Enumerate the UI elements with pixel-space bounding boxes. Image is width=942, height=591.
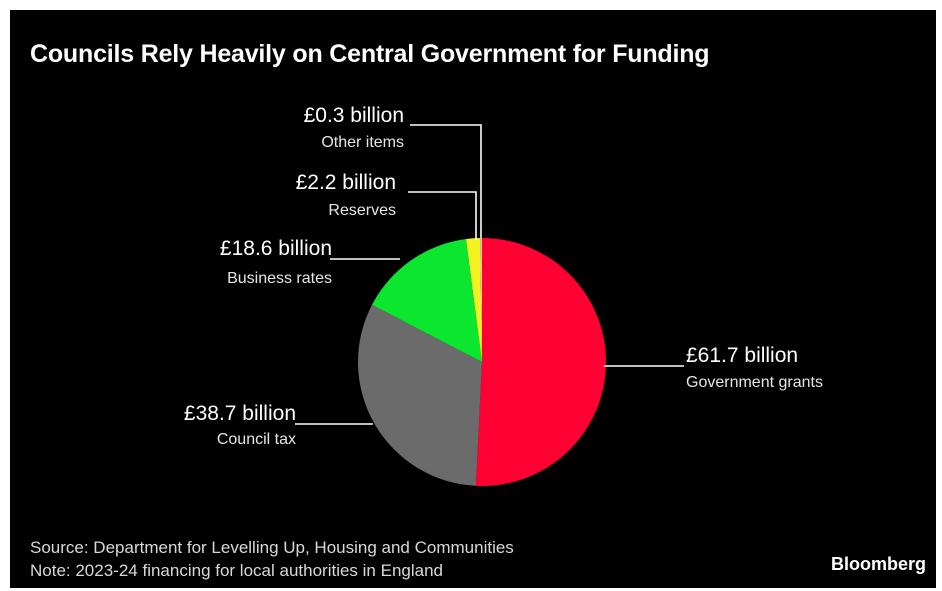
slice-label-other-items: Other items xyxy=(321,134,404,151)
slice-label-reserves: Reserves xyxy=(328,202,396,219)
pie-slice-government-grants xyxy=(475,238,607,486)
source-note: Source: Department for Levelling Up, Hou… xyxy=(30,538,514,557)
slice-labels: £61.7 billion Government grants £38.7 bill… xyxy=(184,104,823,448)
slice-value-business-rates: £18.6 billion xyxy=(220,237,332,260)
slice-value-other-items: £0.3 billion xyxy=(304,104,404,127)
pie-slice-reserves xyxy=(466,238,482,362)
slice-label-council-tax: Council tax xyxy=(217,431,296,448)
footnote: Note: 2023-24 financing for local author… xyxy=(30,561,443,580)
slice-value-reserves: £2.2 billion xyxy=(296,171,396,194)
slice-label-business-rates: Business rates xyxy=(227,270,332,287)
chart-title: Councils Rely Heavily on Central Governm… xyxy=(30,40,710,68)
pie-slice-business-rates xyxy=(371,239,482,362)
slice-value-government-grants: £61.7 billion xyxy=(686,344,798,367)
leader-lines xyxy=(295,124,684,425)
pie-slices xyxy=(357,238,607,486)
pie-slice-council-tax xyxy=(357,304,482,486)
leader-line-reserves xyxy=(408,191,477,240)
leader-line-other-items xyxy=(410,124,482,238)
pie-slice-other-items xyxy=(480,238,482,362)
bloomberg-logo: Bloomberg xyxy=(830,554,926,574)
slice-label-government-grants: Government grants xyxy=(686,374,823,391)
slice-value-council-tax: £38.7 billion xyxy=(184,402,296,425)
